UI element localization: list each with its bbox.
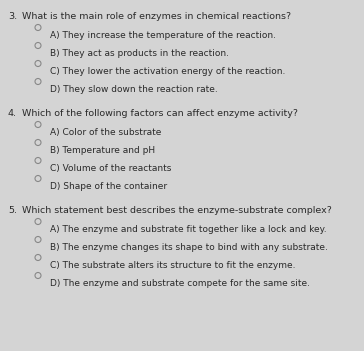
Text: B) The enzyme changes its shape to bind with any substrate.: B) The enzyme changes its shape to bind …: [50, 243, 328, 252]
Text: C) Volume of the reactants: C) Volume of the reactants: [50, 164, 171, 173]
Text: 5.: 5.: [8, 206, 17, 215]
Text: A) Color of the substrate: A) Color of the substrate: [50, 128, 161, 137]
Text: 4.: 4.: [8, 109, 17, 118]
Text: A) They increase the temperature of the reaction.: A) They increase the temperature of the …: [50, 31, 276, 40]
Text: C) They lower the activation energy of the reaction.: C) They lower the activation energy of t…: [50, 67, 285, 76]
Text: What is the main role of enzymes in chemical reactions?: What is the main role of enzymes in chem…: [22, 12, 291, 21]
Text: C) The substrate alters its structure to fit the enzyme.: C) The substrate alters its structure to…: [50, 261, 296, 270]
Text: B) Temperature and pH: B) Temperature and pH: [50, 146, 155, 155]
Text: B) They act as products in the reaction.: B) They act as products in the reaction.: [50, 49, 229, 58]
Text: D) Shape of the container: D) Shape of the container: [50, 182, 167, 191]
Text: Which of the following factors can affect enzyme activity?: Which of the following factors can affec…: [22, 109, 298, 118]
Text: D) The enzyme and substrate compete for the same site.: D) The enzyme and substrate compete for …: [50, 279, 310, 288]
Text: D) They slow down the reaction rate.: D) They slow down the reaction rate.: [50, 85, 218, 94]
Text: A) The enzyme and substrate fit together like a lock and key.: A) The enzyme and substrate fit together…: [50, 225, 327, 234]
Text: Which statement best describes the enzyme-substrate complex?: Which statement best describes the enzym…: [22, 206, 332, 215]
Text: 3.: 3.: [8, 12, 17, 21]
